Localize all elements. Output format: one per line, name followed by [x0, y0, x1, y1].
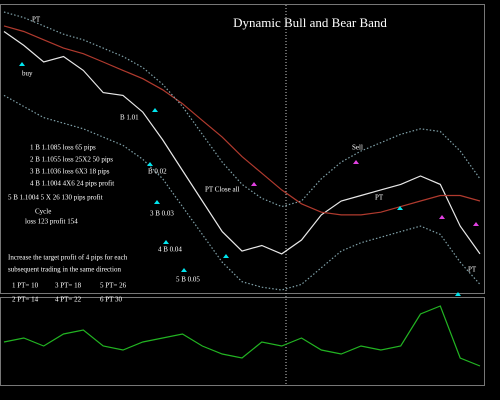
indicator-line: [3, 305, 481, 367]
annotation: loss 123 profit 154: [25, 218, 78, 226]
signal-arrow: [181, 268, 187, 272]
signal-arrow: [251, 182, 257, 186]
signal-arrow: [147, 162, 153, 166]
annotation: B 0.02: [148, 168, 167, 176]
annotation: 5 B 1.1004 5 X 26 130 pips profit: [8, 194, 103, 202]
annotation: 1 B 1.1085 loss 65 pips: [30, 144, 96, 152]
annotation: Cycle: [35, 208, 51, 216]
annotation: PT: [32, 16, 41, 24]
signal-arrow: [19, 62, 25, 66]
annotation: 6 PT 30: [100, 296, 123, 304]
annotation: PT: [468, 266, 477, 274]
annotation: 2 PT= 14: [12, 296, 39, 304]
annotation: 4 B 1.1004 4X6 24 pips profit: [30, 180, 114, 188]
annotation: 5 PT= 26: [100, 282, 127, 290]
signal-arrow: [154, 200, 160, 204]
annotation: buy: [22, 70, 33, 78]
annotation: 5 B 0.05: [176, 276, 200, 284]
price-line: [3, 31, 481, 255]
price-line: [3, 94, 481, 291]
annotation: PT Close all: [205, 186, 240, 194]
annotation: subsequent trading in the same direction: [8, 266, 121, 274]
annotation: 1 PT= 10: [12, 282, 39, 290]
annotation: 2 B 1.1055 loss 25X2 50 pips: [30, 156, 113, 164]
price-line: [3, 25, 481, 216]
annotation: Increase the target profit of 4 pips for…: [8, 254, 128, 262]
signal-arrow: [397, 206, 403, 210]
signal-arrow: [455, 292, 461, 296]
annotation: 3 B 1.1036 loss 6X3 18 pips: [30, 168, 110, 176]
chart-title: Dynamic Bull and Bear Band: [233, 15, 387, 30]
annotation: B 1.01: [120, 114, 139, 122]
signal-arrow: [152, 108, 158, 112]
annotation: 4 PT= 22: [55, 296, 82, 304]
price-panel-frame: [0, 4, 485, 294]
annotation: PT: [375, 194, 384, 202]
indicator-panel-frame: [0, 297, 485, 386]
signal-arrow: [473, 222, 479, 226]
annotation: 3 PT= 18: [55, 282, 82, 290]
signal-arrow: [163, 240, 169, 244]
annotation: 4 B 0.04: [158, 246, 182, 254]
signal-arrow: [439, 215, 445, 219]
annotation: Sell: [352, 144, 363, 152]
annotation: 3 B 0.03: [150, 210, 174, 218]
signal-arrow: [223, 254, 229, 258]
price-line: [3, 11, 481, 208]
signal-arrow: [353, 160, 359, 164]
